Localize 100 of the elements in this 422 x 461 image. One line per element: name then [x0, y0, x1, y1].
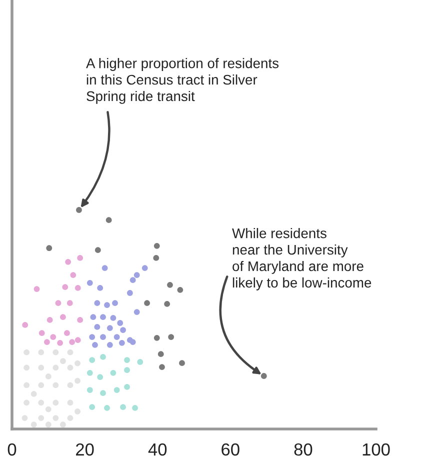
point [120, 404, 126, 410]
x-tick-label: 20 [76, 443, 94, 456]
point [97, 374, 104, 380]
point [38, 330, 45, 336]
point [24, 400, 30, 406]
point [130, 277, 136, 284]
point [30, 422, 37, 428]
x-tick-label: 0 [8, 443, 16, 456]
point [50, 334, 56, 340]
point [60, 314, 66, 320]
point [86, 370, 93, 376]
point [89, 404, 96, 410]
point [100, 334, 106, 340]
point [52, 364, 59, 371]
point [67, 349, 74, 356]
point [64, 330, 70, 336]
point [106, 325, 113, 331]
point [24, 349, 30, 356]
point [67, 364, 74, 371]
point [62, 284, 68, 290]
point [117, 320, 124, 326]
point [124, 384, 130, 390]
point [22, 415, 28, 421]
point [114, 334, 120, 340]
point [69, 339, 76, 346]
point [67, 382, 74, 388]
point [44, 339, 50, 346]
point [132, 405, 138, 411]
point [89, 334, 96, 340]
point [167, 282, 173, 288]
point [45, 373, 52, 380]
point [130, 339, 136, 346]
point [66, 300, 73, 306]
point [114, 387, 120, 393]
point [100, 390, 106, 396]
point [52, 382, 59, 388]
point [77, 255, 84, 261]
point [57, 340, 63, 346]
point [77, 316, 84, 323]
point [86, 280, 93, 286]
point [92, 342, 98, 348]
point [104, 405, 110, 411]
point [94, 324, 100, 330]
point [52, 415, 59, 421]
point [134, 272, 140, 278]
point [45, 406, 52, 412]
point [104, 302, 110, 308]
point [67, 415, 74, 421]
x-tick-label: 80 [294, 443, 312, 456]
point [177, 286, 184, 293]
point [158, 351, 164, 358]
point [100, 314, 106, 320]
point [179, 360, 185, 366]
annotation: A higher proportion of residents in this Census tract in Silver Spring ride transit [86, 58, 279, 104]
point [38, 400, 44, 406]
point [38, 382, 44, 388]
point [34, 286, 40, 292]
point [60, 358, 66, 364]
point [134, 309, 140, 315]
point [137, 359, 144, 365]
point [164, 301, 170, 307]
point [153, 255, 160, 261]
point [94, 300, 100, 306]
point [100, 354, 106, 360]
point [38, 364, 44, 371]
point [46, 245, 52, 252]
point [22, 322, 28, 328]
point [24, 382, 30, 388]
x-tick-label: 100 [362, 443, 390, 456]
point [90, 314, 96, 320]
point [120, 327, 126, 333]
point [97, 285, 104, 291]
point [74, 337, 81, 344]
point [74, 285, 81, 291]
point [65, 258, 71, 265]
point [38, 415, 44, 421]
x-tick-label: 60 [222, 443, 240, 456]
point [106, 342, 113, 348]
annotation: While residents near the University of Maryland are more likely to be low-income [232, 228, 372, 290]
x-tick-label: 40 [148, 443, 167, 456]
point [124, 357, 130, 363]
point [55, 300, 62, 306]
point [110, 370, 116, 376]
point [67, 400, 74, 406]
point [154, 242, 160, 249]
point [124, 367, 130, 374]
point [102, 265, 108, 271]
point [70, 272, 76, 278]
point [45, 422, 52, 428]
point [159, 364, 165, 370]
point [30, 391, 37, 397]
point [86, 387, 93, 393]
point [24, 364, 30, 371]
point [76, 207, 82, 213]
point [144, 300, 150, 306]
point [110, 315, 116, 321]
point [154, 334, 160, 341]
point [74, 378, 80, 384]
point [142, 265, 148, 271]
point [112, 300, 118, 306]
